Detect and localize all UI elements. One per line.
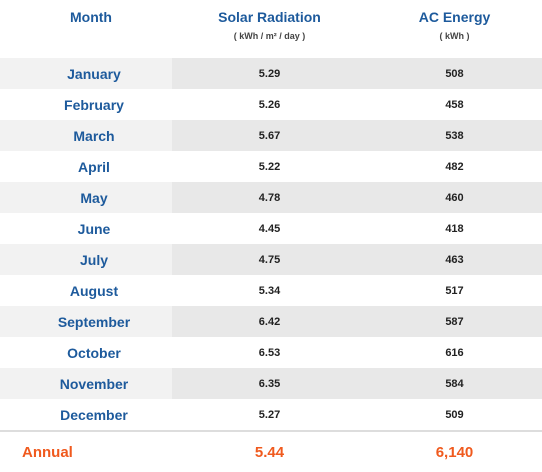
ac-energy-cell: 538 <box>367 120 542 151</box>
ac-energy-cell: 458 <box>367 89 542 120</box>
table-row: July 4.75 463 <box>0 244 542 275</box>
table-row: October 6.53 616 <box>0 337 542 368</box>
ac-energy-cell: 616 <box>367 337 542 368</box>
month-cell: June <box>0 213 172 244</box>
month-cell: January <box>0 58 172 89</box>
solar-radiation-title: Solar Radiation <box>218 9 321 25</box>
month-cell: May <box>0 182 172 213</box>
solar-radiation-cell: 5.26 <box>172 89 367 120</box>
table-body: January 5.29 508 February 5.26 458 March 5.67 53… <box>0 58 542 431</box>
solar-radiation-cell: 5.34 <box>172 275 367 306</box>
annual-label: Annual <box>0 430 172 472</box>
ac-energy-title: AC Energy <box>418 9 491 25</box>
ac-energy-cell: 460 <box>367 182 542 213</box>
month-cell: December <box>0 399 172 431</box>
solar-radiation-cell: 4.75 <box>172 244 367 275</box>
ac-energy-cell: 463 <box>367 244 542 275</box>
table-row: April 5.22 482 <box>0 151 542 182</box>
solar-radiation-cell: 4.78 <box>172 182 367 213</box>
table-row: August 5.34 517 <box>0 275 542 306</box>
month-cell: February <box>0 89 172 120</box>
ac-energy-column-header: AC Energy ( kWh ) <box>367 0 542 58</box>
table-row: November 6.35 584 <box>0 368 542 399</box>
month-cell: March <box>0 120 172 151</box>
table-row: February 5.26 458 <box>0 89 542 120</box>
ac-energy-unit: ( kWh ) <box>439 31 470 41</box>
table-row: May 4.78 460 <box>0 182 542 213</box>
ac-energy-cell: 509 <box>367 399 542 431</box>
annual-ac-value: 6,140 <box>367 430 542 472</box>
ac-energy-cell: 418 <box>367 213 542 244</box>
solar-radiation-cell: 5.22 <box>172 151 367 182</box>
table-row: December 5.27 509 <box>0 399 542 431</box>
ac-energy-cell: 584 <box>367 368 542 399</box>
table-row: September 6.42 587 <box>0 306 542 337</box>
solar-radiation-cell: 4.45 <box>172 213 367 244</box>
annual-solar-value: 5.44 <box>172 430 367 472</box>
solar-radiation-unit: ( kWh / m² / day ) <box>233 31 306 41</box>
solar-radiation-cell: 6.35 <box>172 368 367 399</box>
month-cell: October <box>0 337 172 368</box>
table-row: June 4.45 418 <box>0 213 542 244</box>
ac-energy-cell: 508 <box>367 58 542 89</box>
solar-radiation-column-header: Solar Radiation ( kWh / m² / day ) <box>172 0 367 58</box>
ac-energy-cell: 482 <box>367 151 542 182</box>
solar-radiation-cell: 5.27 <box>172 399 367 431</box>
month-cell: November <box>0 368 172 399</box>
month-column-header: Month <box>70 9 112 25</box>
solar-radiation-cell: 5.29 <box>172 58 367 89</box>
table-row: January 5.29 508 <box>0 58 542 89</box>
table-row: March 5.67 538 <box>0 120 542 151</box>
solar-radiation-cell: 6.42 <box>172 306 367 337</box>
ac-energy-cell: 587 <box>367 306 542 337</box>
solar-radiation-cell: 5.67 <box>172 120 367 151</box>
month-cell: July <box>0 244 172 275</box>
annual-row: Annual 5.44 6,140 <box>0 430 542 472</box>
ac-energy-cell: 517 <box>367 275 542 306</box>
table-header-row: Month Solar Radiation ( kWh / m² / day )… <box>0 0 542 58</box>
solar-radiation-cell: 6.53 <box>172 337 367 368</box>
month-cell: September <box>0 306 172 337</box>
month-cell: April <box>0 151 172 182</box>
month-cell: August <box>0 275 172 306</box>
